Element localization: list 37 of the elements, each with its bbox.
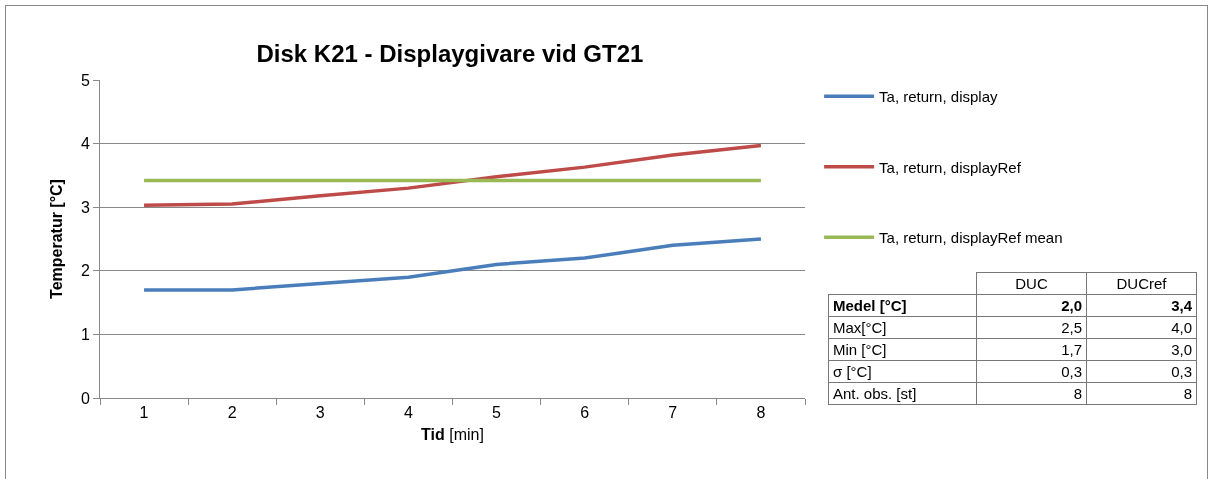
x-tick-label: 6 bbox=[580, 404, 590, 422]
text: DUCref bbox=[1086, 272, 1197, 295]
y-tick-label: 5 bbox=[80, 71, 90, 89]
y-tick-label: 3 bbox=[80, 198, 90, 216]
x-tick-label: 2 bbox=[227, 404, 237, 422]
x-tick-label: 1 bbox=[139, 404, 149, 422]
text: 4,0 bbox=[1086, 316, 1197, 339]
x-tick-label: 7 bbox=[668, 404, 678, 422]
text: Max[°C] bbox=[828, 316, 977, 339]
text: 3,0 bbox=[1086, 338, 1197, 361]
text: σ [°C] bbox=[828, 360, 977, 383]
text: 1,7 bbox=[976, 338, 1087, 361]
text: Ant. obs. [st] bbox=[828, 382, 977, 405]
text: 3,4 bbox=[1086, 294, 1197, 317]
y-axis-title: Temperatur [°C] bbox=[47, 179, 65, 299]
text: 2,5 bbox=[976, 316, 1087, 339]
x-axis-title: Tid [min] bbox=[421, 425, 484, 443]
text: 8 bbox=[1086, 382, 1197, 405]
y-tick-label: 0 bbox=[80, 389, 90, 407]
chart-title: Disk K21 - Displaygivare vid GT21 bbox=[256, 40, 644, 68]
x-tick-label: 4 bbox=[403, 404, 413, 422]
text: 8 bbox=[976, 382, 1087, 405]
x-tick-label: 5 bbox=[492, 404, 502, 422]
text: Min [°C] bbox=[828, 338, 977, 361]
text: DUC bbox=[976, 272, 1087, 295]
text: 0,3 bbox=[1086, 360, 1197, 383]
y-tick-label: 4 bbox=[80, 135, 90, 153]
x-tick-label: 3 bbox=[315, 404, 325, 422]
legend-label: Ta, return, display bbox=[879, 88, 998, 106]
legend-label: Ta, return, displayRef mean bbox=[879, 229, 1063, 247]
legend-label: Ta, return, displayRef bbox=[879, 158, 1022, 176]
y-tick-label: 1 bbox=[80, 326, 90, 343]
text: 2,0 bbox=[976, 294, 1087, 317]
text: 0,3 bbox=[976, 360, 1087, 383]
x-tick-label: 8 bbox=[756, 404, 766, 422]
y-tick-label: 2 bbox=[80, 262, 90, 280]
text: Medel [°C] bbox=[828, 294, 977, 317]
